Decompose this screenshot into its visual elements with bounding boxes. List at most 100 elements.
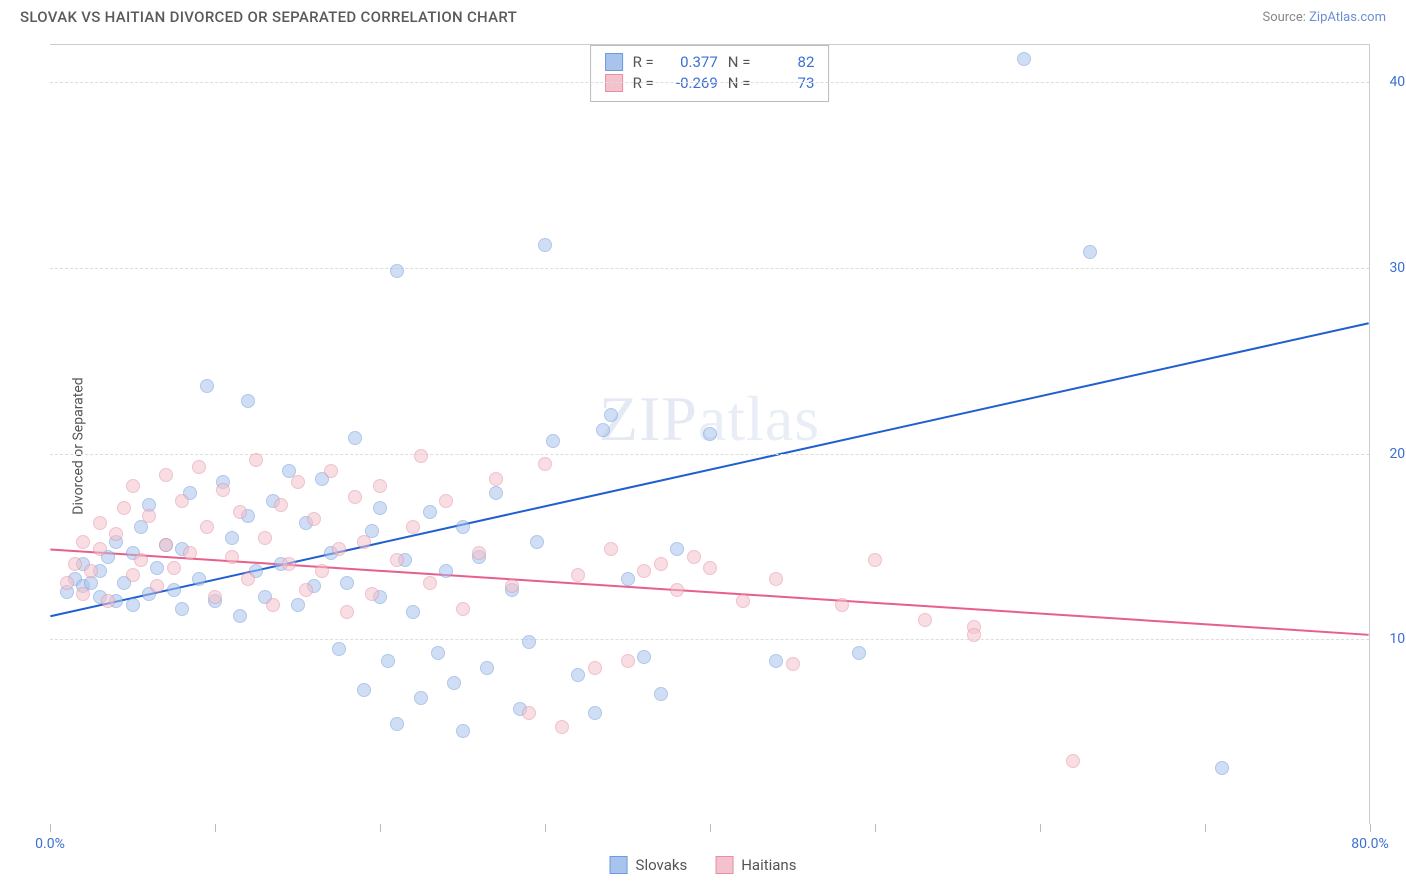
scatter-point-haitians — [357, 535, 371, 549]
xtick — [380, 824, 381, 832]
xtick — [545, 824, 546, 832]
scatter-point-haitians — [183, 546, 197, 560]
scatter-point-haitians — [365, 587, 379, 601]
scatter-point-slovaks — [604, 408, 618, 422]
scatter-point-haitians — [150, 579, 164, 593]
scatter-point-haitians — [159, 468, 173, 482]
scatter-point-haitians — [489, 472, 503, 486]
scatter-point-haitians — [621, 654, 635, 668]
scatter-point-haitians — [390, 553, 404, 567]
scatter-point-slovaks — [439, 564, 453, 578]
legend-label-haitians: Haitians — [741, 856, 796, 874]
scatter-point-slovaks — [456, 724, 470, 738]
scatter-point-slovaks — [340, 576, 354, 590]
stats-legend-box: R = 0.377 N = 82 R = -0.269 N = 73 — [590, 45, 830, 102]
scatter-point-haitians — [142, 509, 156, 523]
scatter-point-slovaks — [381, 654, 395, 668]
scatter-point-haitians — [571, 568, 585, 582]
bottom-legend: Slovaks Haitians — [610, 856, 797, 874]
scatter-point-haitians — [654, 557, 668, 571]
scatter-point-slovaks — [192, 572, 206, 586]
xtick — [50, 824, 51, 832]
scatter-point-haitians — [299, 583, 313, 597]
xtick — [215, 824, 216, 832]
scatter-point-haitians — [93, 542, 107, 556]
xtick — [1205, 824, 1206, 832]
swatch-haitians-bottom — [715, 856, 733, 874]
scatter-point-haitians — [439, 494, 453, 508]
scatter-point-haitians — [167, 561, 181, 575]
scatter-point-haitians — [315, 564, 329, 578]
xtick — [1370, 824, 1371, 832]
legend-item-haitians: Haitians — [715, 856, 796, 874]
scatter-point-slovaks — [538, 238, 552, 252]
scatter-point-slovaks — [414, 691, 428, 705]
scatter-point-haitians — [423, 576, 437, 590]
scatter-point-haitians — [249, 453, 263, 467]
scatter-point-slovaks — [1083, 245, 1097, 259]
scatter-point-slovaks — [530, 535, 544, 549]
gridline-h — [50, 639, 1369, 640]
scatter-point-haitians — [332, 542, 346, 556]
scatter-point-slovaks — [769, 654, 783, 668]
scatter-point-haitians — [324, 464, 338, 478]
scatter-point-haitians — [266, 598, 280, 612]
scatter-point-haitians — [967, 628, 981, 642]
stats-row-slovaks: R = 0.377 N = 82 — [605, 53, 815, 71]
scatter-point-slovaks — [1215, 761, 1229, 775]
scatter-point-haitians — [68, 557, 82, 571]
scatter-point-slovaks — [654, 687, 668, 701]
scatter-point-slovaks — [423, 505, 437, 519]
scatter-point-slovaks — [390, 264, 404, 278]
scatter-point-haitians — [208, 590, 222, 604]
scatter-point-slovaks — [431, 646, 445, 660]
scatter-point-haitians — [835, 598, 849, 612]
legend-label-slovaks: Slovaks — [636, 856, 688, 874]
scatter-point-haitians — [769, 572, 783, 586]
scatter-point-haitians — [225, 550, 239, 564]
scatter-point-slovaks — [546, 434, 560, 448]
source-link[interactable]: ZipAtlas.com — [1309, 10, 1386, 25]
xtick-label: 80.0% — [1351, 836, 1389, 852]
scatter-point-slovaks — [241, 394, 255, 408]
gridline-h — [50, 454, 1369, 455]
scatter-point-slovaks — [522, 635, 536, 649]
scatter-point-haitians — [637, 564, 651, 578]
scatter-point-haitians — [60, 576, 74, 590]
gridline-h — [50, 82, 1369, 83]
scatter-point-slovaks — [167, 583, 181, 597]
n-value-slovaks: 82 — [760, 53, 814, 71]
scatter-point-slovaks — [126, 598, 140, 612]
scatter-point-slovaks — [225, 531, 239, 545]
legend-item-slovaks: Slovaks — [610, 856, 688, 874]
scatter-point-haitians — [522, 706, 536, 720]
swatch-slovaks — [605, 53, 623, 71]
scatter-point-haitians — [456, 602, 470, 616]
scatter-point-haitians — [588, 661, 602, 675]
scatter-point-haitians — [76, 535, 90, 549]
scatter-point-slovaks — [588, 706, 602, 720]
scatter-point-slovaks — [703, 427, 717, 441]
scatter-point-slovaks — [406, 605, 420, 619]
watermark-b: atlas — [698, 383, 820, 454]
scatter-point-haitians — [1066, 754, 1080, 768]
scatter-point-slovaks — [456, 520, 470, 534]
xtick-label: 0.0% — [35, 836, 65, 852]
scatter-point-haitians — [241, 572, 255, 586]
scatter-point-slovaks — [489, 486, 503, 500]
scatter-point-haitians — [84, 564, 98, 578]
scatter-point-slovaks — [447, 676, 461, 690]
scatter-point-slovaks — [150, 561, 164, 575]
scatter-point-haitians — [786, 657, 800, 671]
scatter-point-haitians — [216, 483, 230, 497]
scatter-point-haitians — [868, 553, 882, 567]
scatter-point-haitians — [373, 479, 387, 493]
scatter-point-slovaks — [175, 602, 189, 616]
swatch-slovaks-bottom — [610, 856, 628, 874]
scatter-point-haitians — [505, 579, 519, 593]
scatter-point-haitians — [101, 594, 115, 608]
xtick — [875, 824, 876, 832]
scatter-point-slovaks — [1017, 52, 1031, 66]
scatter-point-haitians — [126, 479, 140, 493]
scatter-point-haitians — [159, 538, 173, 552]
